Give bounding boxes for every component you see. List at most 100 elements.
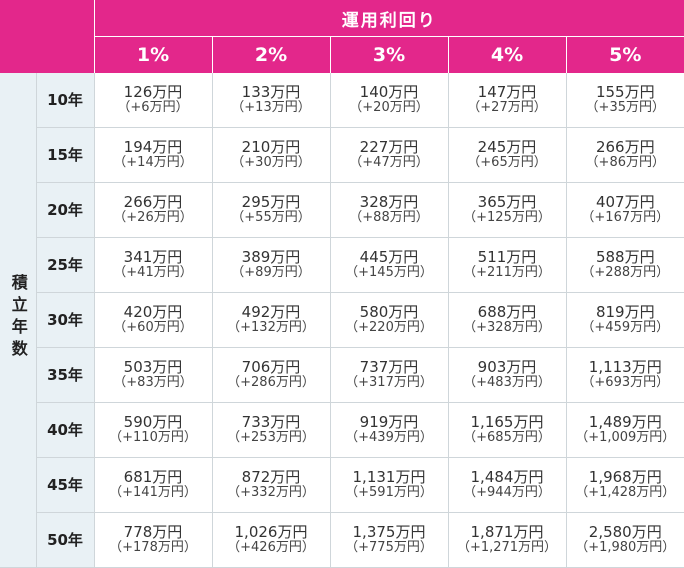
- table-row: 45年 681万円 （+141万円） 872万円 （+332万円） 1,131万円 （+59…: [0, 457, 684, 513]
- amount-value: 266万円: [123, 192, 183, 211]
- table-body: 積立年数 10年 126万円 （+6万円） 133万円 （+13万円） 140万円 （+20万…: [0, 73, 684, 568]
- header-rate: 3%: [329, 36, 448, 73]
- amount-value: 706万円: [241, 357, 301, 376]
- header-corner: [0, 0, 95, 73]
- amount-value: 588万円: [595, 247, 655, 266]
- amount-value: 1,968万円: [588, 467, 662, 486]
- amount-value: 1,375万円: [352, 522, 426, 541]
- value-cell: 266万円 （+26万円）: [93, 182, 212, 238]
- year-label: 10年: [36, 73, 95, 128]
- amount-value: 492万円: [241, 302, 301, 321]
- gain-value: （+253万円）: [227, 430, 315, 446]
- gain-value: （+14万円）: [113, 154, 193, 170]
- gain-value: （+30万円）: [231, 154, 311, 170]
- gain-value: （+775万円）: [345, 540, 433, 556]
- value-cell: 126万円 （+6万円）: [93, 73, 212, 128]
- table-row: 40年 590万円 （+110万円） 733万円 （+253万円） 919万円 （+439万…: [0, 402, 684, 458]
- gain-value: （+1,271万円）: [456, 540, 558, 556]
- gain-value: （+288万円）: [581, 264, 670, 280]
- gain-value: （+167万円）: [581, 209, 670, 225]
- amount-value: 503万円: [123, 357, 183, 376]
- amount-value: 420万円: [123, 302, 183, 321]
- value-cell: 1,489万円 （+1,009万円）: [565, 402, 684, 458]
- table-row: 35年 503万円 （+83万円） 706万円 （+286万円） 737万円 （+317万円…: [0, 347, 684, 403]
- value-cell: 492万円 （+132万円）: [211, 292, 330, 348]
- gain-value: （+591万円）: [345, 485, 433, 501]
- value-cell: 389万円 （+89万円）: [211, 237, 330, 293]
- value-cell: 2,580万円 （+1,980万円）: [565, 512, 684, 568]
- gain-value: （+685万円）: [463, 430, 551, 446]
- gain-value: （+60万円）: [113, 319, 193, 335]
- amount-value: 266万円: [595, 137, 655, 156]
- gain-value: （+693万円）: [581, 375, 670, 390]
- value-cell: 588万円 （+288万円）: [565, 237, 684, 293]
- value-cell: 511万円 （+211万円）: [447, 237, 566, 293]
- amount-value: 872万円: [241, 467, 301, 486]
- value-cell: 1,484万円 （+944万円）: [447, 457, 566, 513]
- value-cell: 737万円 （+317万円）: [329, 347, 448, 403]
- amount-value: 1,113万円: [588, 357, 662, 376]
- amount-value: 1,165万円: [470, 412, 544, 431]
- year-label: 45年: [36, 457, 95, 513]
- amount-value: 1,871万円: [470, 522, 544, 541]
- amount-value: 1,026万円: [234, 522, 308, 541]
- value-cell: 919万円 （+439万円）: [329, 402, 448, 458]
- value-cell: 706万円 （+286万円）: [211, 347, 330, 403]
- header-rate: 1%: [94, 36, 212, 73]
- value-cell: 210万円 （+30万円）: [211, 127, 330, 183]
- gain-value: （+286万円）: [227, 375, 315, 390]
- value-cell: 1,375万円 （+775万円）: [329, 512, 448, 568]
- year-label: 15年: [36, 127, 95, 183]
- gain-value: （+88万円）: [349, 209, 429, 225]
- amount-value: 590万円: [123, 412, 183, 431]
- amount-value: 407万円: [595, 192, 655, 211]
- amount-value: 733万円: [241, 412, 301, 431]
- amount-value: 328万円: [359, 192, 419, 211]
- amount-value: 1,489万円: [588, 412, 662, 431]
- amount-value: 919万円: [359, 412, 419, 431]
- value-cell: 155万円 （+35万円）: [565, 73, 684, 128]
- value-cell: 778万円 （+178万円）: [93, 512, 212, 568]
- value-cell: 1,113万円 （+693万円）: [565, 347, 684, 403]
- amount-value: 819万円: [595, 302, 655, 321]
- header-rate: 4%: [447, 36, 566, 73]
- gain-value: （+26万円）: [113, 209, 193, 225]
- value-cell: 194万円 （+14万円）: [93, 127, 212, 183]
- value-cell: 365万円 （+125万円）: [447, 182, 566, 238]
- value-cell: 1,165万円 （+685万円）: [447, 402, 566, 458]
- value-cell: 140万円 （+20万円）: [329, 73, 448, 128]
- year-label: 30年: [36, 292, 95, 348]
- gain-value: （+110万円）: [109, 430, 197, 446]
- header-rate-row: 1% 2% 3% 4% 5%: [0, 36, 684, 73]
- gain-value: （+328万円）: [463, 319, 551, 335]
- table-row: 積立年数 10年 126万円 （+6万円） 133万円 （+13万円） 140万円 （+20万…: [0, 73, 684, 568]
- value-cell: 227万円 （+47万円）: [329, 127, 448, 183]
- gain-value: （+459万円）: [581, 319, 670, 335]
- gain-value: （+20万円）: [349, 100, 429, 115]
- value-cell: 1,871万円 （+1,271万円）: [447, 512, 566, 568]
- value-cell: 819万円 （+459万円）: [565, 292, 684, 348]
- value-cell: 903万円 （+483万円）: [447, 347, 566, 403]
- header-rate: 2%: [211, 36, 330, 73]
- amount-value: 389万円: [241, 247, 301, 266]
- gain-value: （+439万円）: [345, 430, 433, 446]
- amount-value: 227万円: [359, 137, 419, 156]
- gain-value: （+145万円）: [345, 264, 433, 280]
- amount-value: 341万円: [123, 247, 183, 266]
- header-rate: 5%: [565, 36, 684, 73]
- amount-value: 126万円: [123, 82, 183, 101]
- year-label: 35年: [36, 347, 95, 403]
- amount-value: 511万円: [477, 247, 537, 266]
- gain-value: （+83万円）: [113, 375, 193, 390]
- value-cell: 580万円 （+220万円）: [329, 292, 448, 348]
- gain-value: （+332万円）: [227, 485, 315, 501]
- amount-value: 155万円: [595, 82, 655, 101]
- value-cell: 1,131万円 （+591万円）: [329, 457, 448, 513]
- gain-value: （+1,980万円）: [575, 540, 676, 556]
- gain-value: （+944万円）: [463, 485, 551, 501]
- amount-value: 210万円: [241, 137, 301, 156]
- gain-value: （+89万円）: [231, 264, 311, 280]
- gain-value: （+35万円）: [585, 100, 665, 115]
- gain-value: （+1,428万円）: [575, 485, 676, 501]
